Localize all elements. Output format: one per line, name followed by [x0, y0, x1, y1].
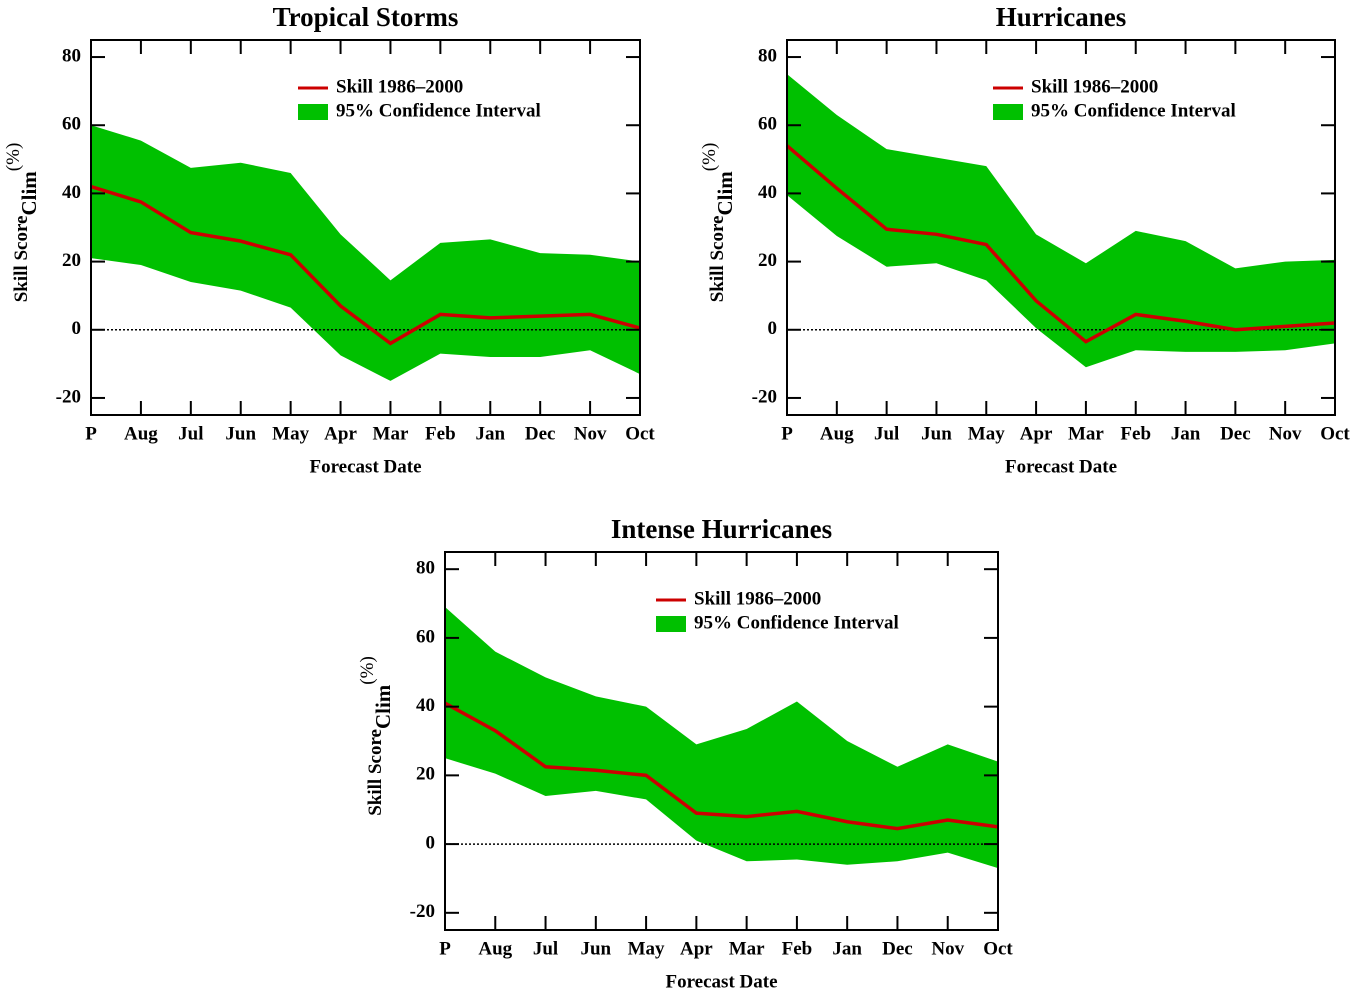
legend-label: Skill 1986–2000	[1031, 76, 1158, 97]
x-tick-label: P	[85, 423, 97, 444]
x-tick-label: P	[781, 423, 793, 444]
y-axis-label-sup: (%)	[357, 656, 378, 684]
x-tick-label: Jan	[832, 938, 862, 959]
x-tick-label: Feb	[1120, 423, 1151, 444]
y-tick-label: 40	[62, 182, 81, 203]
y-tick-label: 80	[62, 45, 81, 66]
legend-label: Skill 1986–2000	[336, 76, 463, 97]
x-tick-label: Jan	[1171, 423, 1201, 444]
y-axis-label-sub: Clim	[371, 684, 395, 729]
chart-title: Intense Hurricanes	[611, 514, 832, 544]
x-tick-label: Jun	[225, 423, 256, 444]
x-tick-label: Jan	[475, 423, 505, 444]
chart-title: Tropical Storms	[273, 2, 459, 32]
y-axis-label-main: Skill Score	[365, 729, 386, 816]
x-tick-label: Jul	[178, 423, 203, 444]
x-tick-label: Oct	[625, 423, 655, 444]
y-axis-label-sub: Clim	[713, 171, 737, 216]
x-tick-label: Oct	[1320, 423, 1350, 444]
legend-label: Skill 1986–2000	[694, 588, 821, 609]
legend-swatch	[298, 104, 328, 120]
x-tick-label: Dec	[1220, 423, 1251, 444]
x-tick-label: Apr	[1020, 423, 1053, 444]
y-axis-label-sup: (%)	[3, 143, 24, 171]
x-tick-label: Dec	[525, 423, 556, 444]
y-axis-label-main: Skill Score	[11, 216, 32, 303]
x-axis-label: Forecast Date	[665, 971, 777, 992]
x-tick-label: Jul	[533, 938, 558, 959]
x-tick-label: P	[439, 938, 451, 959]
y-tick-label: 60	[62, 114, 81, 135]
x-tick-label: Nov	[574, 423, 607, 444]
y-tick-label: -20	[56, 386, 81, 407]
skill-line	[785, 144, 1336, 344]
chart: Intense Hurricanes -20 0 20 40 60 80 P Aug Jul Jun…	[357, 514, 1013, 992]
x-tick-label: Apr	[680, 938, 713, 959]
x-tick-label: Oct	[983, 938, 1013, 959]
x-tick-label: Mar	[1068, 423, 1104, 444]
y-tick-label: 60	[758, 114, 777, 135]
x-tick-label: Mar	[373, 423, 409, 444]
y-tick-label: 0	[72, 318, 82, 339]
y-tick-label: -20	[410, 901, 435, 922]
x-tick-label: Jun	[580, 938, 611, 959]
y-tick-label: 60	[416, 626, 435, 647]
y-tick-label: 0	[426, 832, 436, 853]
x-tick-label: May	[968, 423, 1005, 444]
y-tick-label: 80	[416, 558, 435, 579]
x-tick-label: Aug	[478, 938, 512, 959]
x-tick-label: Apr	[324, 423, 357, 444]
legend-swatch	[656, 616, 686, 632]
x-tick-label: May	[272, 423, 309, 444]
x-tick-label: Dec	[882, 938, 913, 959]
chart: Tropical Storms -20 0 20 40 60 80 P Aug Jul Jun May…	[3, 2, 655, 477]
y-axis-label-sup: (%)	[699, 143, 720, 171]
plot-frame	[786, 39, 1336, 416]
x-tick-label: Jul	[874, 423, 899, 444]
y-axis-label-main: Skill Score	[707, 216, 728, 303]
skill-line	[90, 184, 641, 346]
y-axis-label: Skill ScoreClim(%)	[699, 143, 736, 303]
x-tick-label: Feb	[782, 938, 813, 959]
y-tick-label: 40	[758, 182, 777, 203]
confidence-band	[787, 74, 1335, 368]
confidence-band	[445, 606, 998, 869]
y-tick-label: 20	[416, 764, 435, 785]
x-tick-label: Aug	[124, 423, 158, 444]
x-tick-label: Feb	[425, 423, 456, 444]
y-tick-label: 20	[758, 250, 777, 271]
y-tick-label: 40	[416, 695, 435, 716]
y-tick-label: 80	[758, 45, 777, 66]
legend-label: 95% Confidence Interval	[336, 100, 541, 121]
skill-line	[444, 701, 999, 831]
x-axis-label: Forecast Date	[1005, 456, 1117, 477]
x-tick-label: Jun	[921, 423, 952, 444]
legend-swatch	[993, 104, 1023, 120]
y-axis-label-sub: Clim	[17, 171, 41, 216]
y-tick-label: 20	[62, 250, 81, 271]
x-axis-label: Forecast Date	[309, 456, 421, 477]
legend-label: 95% Confidence Interval	[1031, 100, 1236, 121]
x-tick-label: May	[628, 938, 665, 959]
y-axis-label: Skill ScoreClim(%)	[357, 656, 394, 816]
chart-title: Hurricanes	[996, 2, 1126, 32]
x-tick-label: Nov	[1269, 423, 1302, 444]
plot-frame	[444, 551, 999, 931]
confidence-band	[91, 125, 640, 381]
y-tick-label: -20	[752, 386, 777, 407]
y-axis-label: Skill ScoreClim(%)	[3, 143, 40, 303]
x-tick-label: Mar	[729, 938, 765, 959]
chart: Hurricanes -20 0 20 40 60 80 P Aug Jul Jun May Apr Ma…	[699, 2, 1350, 477]
y-tick-label: 0	[768, 318, 778, 339]
x-tick-label: Nov	[931, 938, 964, 959]
plot-frame	[90, 39, 641, 416]
legend-label: 95% Confidence Interval	[694, 612, 899, 633]
x-tick-label: Aug	[820, 423, 854, 444]
